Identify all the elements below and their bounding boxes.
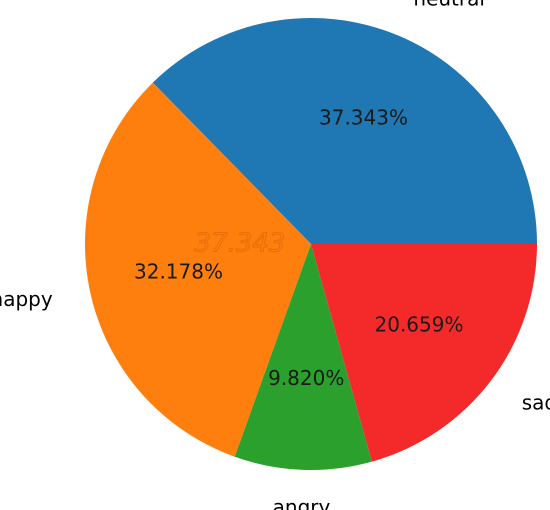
faint-artifact-text: 37.343 bbox=[195, 229, 286, 259]
category-label-sad: sad bbox=[522, 390, 550, 414]
pie-slice-angry bbox=[234, 244, 372, 471]
pie-slices bbox=[85, 18, 537, 471]
category-label-happy: happy bbox=[0, 287, 53, 311]
pct-label-happy: 32.178% bbox=[134, 260, 223, 284]
percentage-labels: 37.343% 32.178% 9.820% 20.659% bbox=[134, 106, 463, 391]
pct-label-neutral: 37.343% bbox=[319, 106, 408, 130]
pie-slice-sad bbox=[311, 244, 537, 462]
pie-slice-happy bbox=[85, 82, 311, 457]
pct-label-sad: 20.659% bbox=[375, 313, 464, 337]
category-label-angry: angry bbox=[273, 495, 331, 510]
pct-label-angry: 9.820% bbox=[268, 366, 344, 390]
pie-slice-neutral bbox=[152, 18, 537, 245]
category-label-neutral: neutral bbox=[413, 0, 485, 11]
